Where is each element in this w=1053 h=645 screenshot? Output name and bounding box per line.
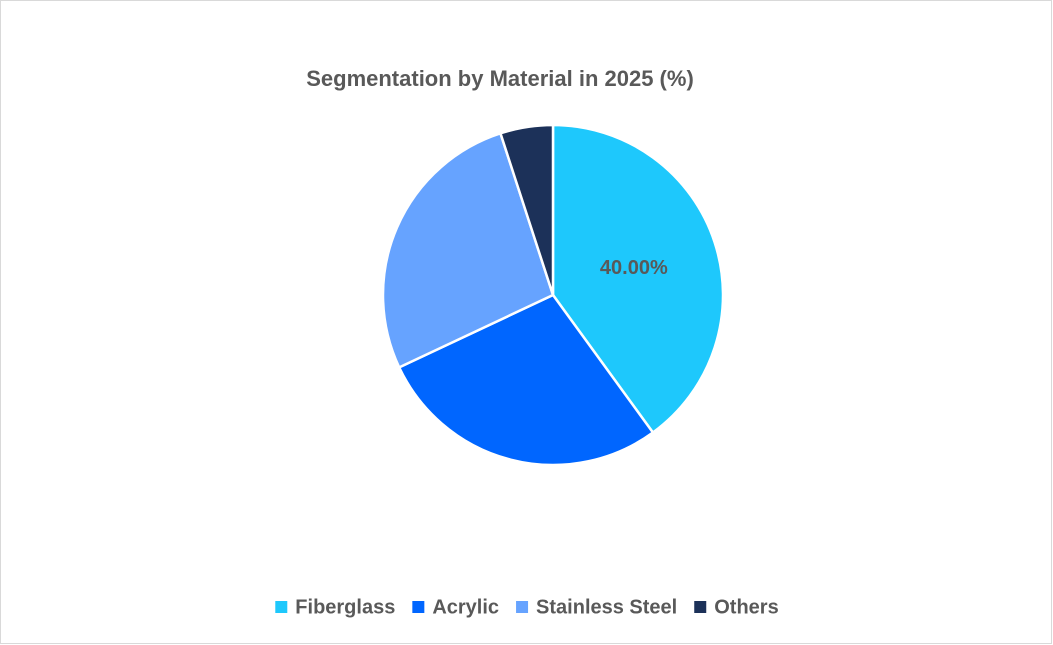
legend: Fiberglass Acrylic Stainless Steel Others <box>275 596 779 618</box>
pie-slice <box>381 131 555 370</box>
chart-title: Segmentation by Material in 2025 (%) <box>306 66 694 91</box>
pie-slice <box>397 293 655 467</box>
legend-label: Fiberglass <box>295 596 395 618</box>
legend-swatch <box>412 601 425 613</box>
legend-label: Stainless Steel <box>536 596 677 618</box>
pie-slice <box>498 123 555 296</box>
legend-swatch <box>694 601 707 613</box>
legend-swatch <box>275 601 288 613</box>
data-label: 40.00% <box>600 257 668 279</box>
legend-swatch <box>516 601 529 613</box>
pie-slice <box>551 123 725 435</box>
legend-label: Others <box>714 596 778 618</box>
legend-label: Acrylic <box>432 596 499 618</box>
